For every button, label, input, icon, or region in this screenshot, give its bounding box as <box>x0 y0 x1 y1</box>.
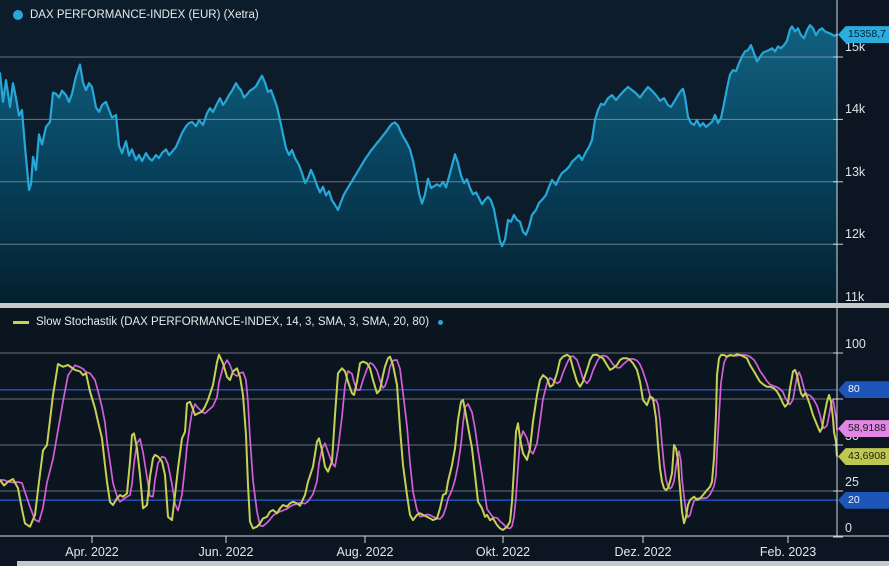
x-axis-month-label: Aug. 2022 <box>336 545 394 559</box>
x-axis-month-label: Jun. 2022 <box>198 545 254 559</box>
panel-divider[interactable] <box>0 303 889 308</box>
price-series-legend[interactable]: DAX PERFORMANCE-INDEX (EUR) (Xetra) <box>13 7 259 23</box>
price-axis-label: 11k <box>845 289 865 304</box>
stoch-d-line-series <box>0 354 838 530</box>
x-axis-month-label: Feb. 2023 <box>759 545 817 559</box>
price-series-legend-label: DAX PERFORMANCE-INDEX (EUR) (Xetra) <box>30 9 259 21</box>
stoch-series-legend[interactable]: Slow Stochastik (DAX PERFORMANCE-INDEX, … <box>13 314 444 330</box>
overbought-level-tag: 80 <box>838 381 889 399</box>
price-axis-label: 12k <box>845 227 866 242</box>
stoch-axis-label: 100 <box>845 337 866 351</box>
stoch-axis-label: 0 <box>845 521 852 535</box>
price-series-marker-icon <box>13 10 23 20</box>
price-axis-label: 13k <box>845 164 866 179</box>
price-line-series <box>0 24 839 248</box>
x-axis-month-label: Dez. 2022 <box>614 545 672 559</box>
stoch-panel-background[interactable] <box>0 307 837 537</box>
stoch-series-marker-icon <box>13 320 29 324</box>
stoch-axis-label: 25 <box>845 475 859 489</box>
stoch-d-value-tag: 58,9188 <box>838 420 889 438</box>
x-axis-month-label: Apr. 2022 <box>65 545 119 559</box>
stoch-series-legend-label: Slow Stochastik (DAX PERFORMANCE-INDEX, … <box>36 316 430 328</box>
horizontal-scrollbar[interactable] <box>17 561 889 566</box>
stoch-k-line-series <box>0 353 838 531</box>
price-axis-label: 14k <box>845 102 866 117</box>
stoch-overlay-dot-icon <box>438 319 444 325</box>
oversold-level-tag: 20 <box>838 491 889 509</box>
x-axis-month-label: Okt. 2022 <box>475 545 531 559</box>
price-last-value-tag: 15358,7 <box>838 26 889 44</box>
stoch-k-value-tag: 43,6908 <box>838 448 889 466</box>
price-area-fill <box>0 25 837 303</box>
price-axis-label: 15k <box>845 40 866 54</box>
